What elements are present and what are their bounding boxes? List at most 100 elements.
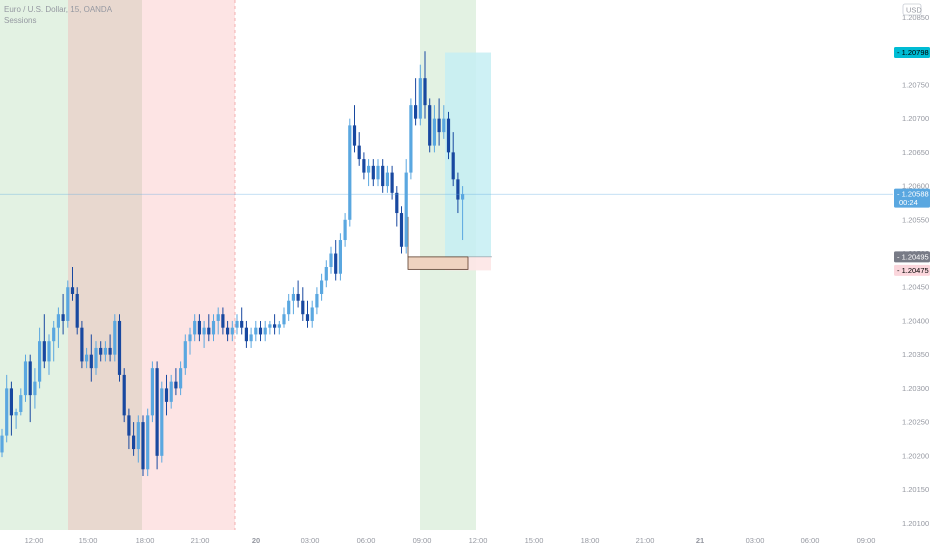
candle-body <box>385 172 389 187</box>
candle-body <box>282 314 286 325</box>
candle-body <box>14 411 18 416</box>
y-tick-label: 1.20550 <box>902 215 929 224</box>
x-tick-label: 03:00 <box>301 536 320 545</box>
candle-body <box>296 293 300 301</box>
candle-body <box>52 327 56 342</box>
x-tick-label: 21:00 <box>191 536 210 545</box>
session-backgrounds <box>0 0 476 530</box>
x-tick-label: 12:00 <box>25 536 44 545</box>
candle-body <box>268 324 272 328</box>
y-tick-label: 1.20150 <box>902 485 929 494</box>
candle-body <box>244 327 248 342</box>
candle-body <box>179 368 183 389</box>
x-tick-label: 18:00 <box>136 536 155 545</box>
candle-body <box>193 320 197 335</box>
x-tick-label: 06:00 <box>357 536 376 545</box>
candle-body <box>113 320 117 355</box>
symbol-title[interactable]: Euro / U.S. Dollar, 15, OANDA <box>4 5 113 14</box>
candle-body <box>240 320 244 328</box>
candle-body <box>320 280 324 294</box>
indicator-sessions[interactable]: Sessions <box>4 16 37 25</box>
candle-body <box>47 341 51 362</box>
x-tick-label: 12:00 <box>469 536 488 545</box>
candle-body <box>432 118 436 146</box>
price-tag-label: - 1.20588 <box>897 190 929 199</box>
price-tag-label: - 1.20495 <box>897 252 929 261</box>
price-tag-label: - 1.20798 <box>897 48 929 57</box>
y-tick-label: 1.20650 <box>902 148 929 157</box>
candle-body <box>376 165 380 180</box>
x-tick-label: 09:00 <box>857 536 876 545</box>
candle-body <box>362 159 366 173</box>
candle-body <box>108 347 112 355</box>
candle-body <box>404 172 408 247</box>
candle-body <box>85 354 89 362</box>
x-tick-label: 18:00 <box>581 536 600 545</box>
candle-body <box>235 320 239 328</box>
candle-body <box>89 354 93 369</box>
candle-body <box>315 293 319 308</box>
y-tick-label: 1.20200 <box>902 451 929 460</box>
candle-body <box>122 374 126 416</box>
candle-body <box>456 179 460 200</box>
candle-body <box>338 240 342 274</box>
price-tag-label: - 1.20475 <box>897 266 929 275</box>
candle-body <box>188 334 192 342</box>
y-tick-label: 1.20750 <box>902 80 929 89</box>
candle-body <box>183 341 187 369</box>
y-tick-label: 1.20450 <box>902 283 929 292</box>
candle-body <box>446 118 451 153</box>
candle-body <box>381 165 385 187</box>
candle-body <box>164 388 169 402</box>
candle-body <box>254 327 258 335</box>
candle-body <box>174 381 178 389</box>
candle-body <box>141 422 145 470</box>
candle-body <box>249 334 253 342</box>
x-tick-label: 03:00 <box>746 536 765 545</box>
x-tick-label: 15:00 <box>525 536 544 545</box>
candle-body <box>66 287 70 321</box>
candle-body <box>197 320 201 335</box>
candle-body <box>202 327 206 335</box>
time-axis[interactable]: 12:00 15:00 18:00 21:00 20 03:00 06:00 09:00 12:… <box>25 536 876 545</box>
price-axis[interactable]: 1.208501.208001.207501.207001.206501.206… <box>894 3 930 528</box>
candle-body <box>207 327 211 335</box>
y-tick-label: 1.20300 <box>902 384 929 393</box>
candle-body <box>399 213 404 247</box>
entry-box <box>407 256 469 270</box>
candle-body <box>442 118 446 133</box>
candle-body <box>324 267 328 281</box>
candle-body <box>409 105 413 173</box>
candle-body <box>348 125 352 220</box>
candle-body <box>103 347 107 355</box>
price-tag-countdown: 00:24 <box>899 198 918 207</box>
candle-body <box>61 314 65 321</box>
candle-body <box>38 341 42 382</box>
candle-body <box>70 287 75 294</box>
candle-body <box>169 381 173 402</box>
candle-body <box>273 324 277 328</box>
x-tick-label: 20 <box>252 536 260 545</box>
candle-body <box>136 422 140 450</box>
candle-body <box>94 347 98 369</box>
candle-body <box>5 388 9 436</box>
candle-body <box>150 368 154 416</box>
candle-body <box>390 172 394 193</box>
candle-body <box>221 314 225 328</box>
candle-body <box>437 118 441 133</box>
candle-body <box>263 327 267 335</box>
candle-body <box>461 194 465 200</box>
candle-body <box>395 192 399 214</box>
price-tag <box>894 251 930 263</box>
candle-body <box>230 327 234 335</box>
currency-badge <box>902 3 922 16</box>
candle-body <box>19 395 23 412</box>
candle-body <box>56 314 60 328</box>
candle-body <box>357 145 361 160</box>
currency-label: USD <box>906 6 922 15</box>
candle-body <box>42 341 46 362</box>
candles <box>0 51 465 477</box>
x-tick-label: 09:00 <box>413 536 432 545</box>
price-tag <box>894 264 930 276</box>
